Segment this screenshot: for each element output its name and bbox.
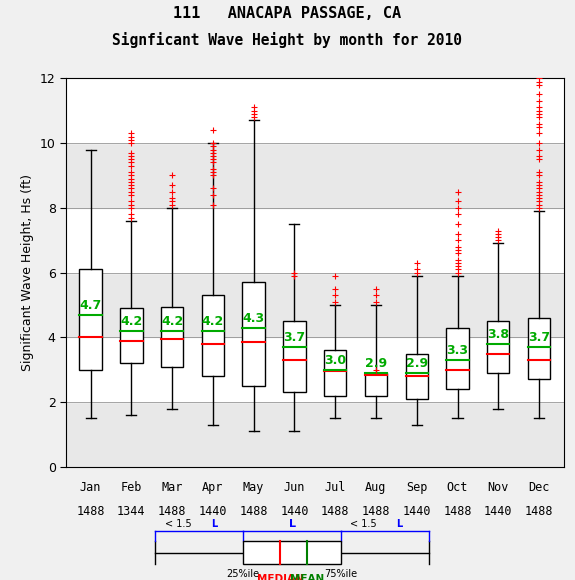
Text: 3.8: 3.8 <box>487 328 509 341</box>
Text: Aug: Aug <box>365 481 386 494</box>
Bar <box>487 321 509 373</box>
Text: 1440: 1440 <box>280 505 309 517</box>
Bar <box>202 295 224 376</box>
Bar <box>528 318 550 379</box>
Text: 1440: 1440 <box>198 505 227 517</box>
Text: 1488: 1488 <box>443 505 471 517</box>
Text: 3.0: 3.0 <box>324 354 346 367</box>
Text: 4.7: 4.7 <box>79 299 102 312</box>
Text: Mar: Mar <box>162 481 183 494</box>
Bar <box>405 354 428 399</box>
Bar <box>66 273 564 338</box>
Text: 4.2: 4.2 <box>161 316 183 328</box>
Bar <box>79 269 102 370</box>
Y-axis label: Significant Wave Height, Hs (ft): Significant Wave Height, Hs (ft) <box>21 174 34 371</box>
Text: 3.3: 3.3 <box>447 345 469 357</box>
Bar <box>66 143 564 208</box>
Text: 3.7: 3.7 <box>528 332 550 345</box>
Text: 1488: 1488 <box>239 505 268 517</box>
Bar <box>243 541 341 564</box>
Text: L: L <box>211 519 217 528</box>
Text: < 1.5: < 1.5 <box>350 519 380 528</box>
Text: 2.9: 2.9 <box>365 357 387 371</box>
Text: 1488: 1488 <box>158 505 186 517</box>
Bar <box>120 308 143 363</box>
Text: 1488: 1488 <box>321 505 350 517</box>
Text: 75%ile: 75%ile <box>324 569 358 579</box>
Bar <box>66 402 564 467</box>
Text: 2.9: 2.9 <box>406 357 428 371</box>
Text: 25%ile: 25%ile <box>227 569 260 579</box>
Text: Apr: Apr <box>202 481 224 494</box>
Text: < 1.5: < 1.5 <box>164 519 194 528</box>
Text: 111   ANACAPA PASSAGE, CA: 111 ANACAPA PASSAGE, CA <box>174 6 401 21</box>
Text: MEAN: MEAN <box>290 574 324 580</box>
Text: 1488: 1488 <box>362 505 390 517</box>
Text: L: L <box>289 519 296 528</box>
Bar <box>66 78 564 143</box>
Text: May: May <box>243 481 264 494</box>
Text: 4.3: 4.3 <box>243 312 264 325</box>
Text: 3.7: 3.7 <box>283 332 305 345</box>
Text: MEDIAN: MEDIAN <box>257 574 304 580</box>
Text: 1488: 1488 <box>525 505 553 517</box>
Bar <box>324 350 346 396</box>
Text: 1440: 1440 <box>402 505 431 517</box>
Text: 4.2: 4.2 <box>202 316 224 328</box>
Text: Sep: Sep <box>406 481 427 494</box>
Text: 1440: 1440 <box>484 505 512 517</box>
Text: Signficant Wave Height by month for 2010: Signficant Wave Height by month for 2010 <box>113 32 462 48</box>
Text: Dec: Dec <box>528 481 550 494</box>
Text: 1488: 1488 <box>76 505 105 517</box>
Bar <box>446 328 469 389</box>
Text: 1344: 1344 <box>117 505 145 517</box>
Text: Feb: Feb <box>121 481 142 494</box>
Text: 4.2: 4.2 <box>120 316 143 328</box>
Bar <box>161 307 183 367</box>
Text: Jun: Jun <box>283 481 305 494</box>
Bar <box>66 208 564 273</box>
Bar <box>66 338 564 402</box>
Text: Nov: Nov <box>488 481 509 494</box>
Bar <box>243 282 265 386</box>
Bar <box>283 321 306 393</box>
Text: L: L <box>397 519 402 528</box>
Bar <box>365 373 387 396</box>
Text: Jul: Jul <box>324 481 346 494</box>
Text: Jan: Jan <box>80 481 101 494</box>
Text: Oct: Oct <box>447 481 468 494</box>
